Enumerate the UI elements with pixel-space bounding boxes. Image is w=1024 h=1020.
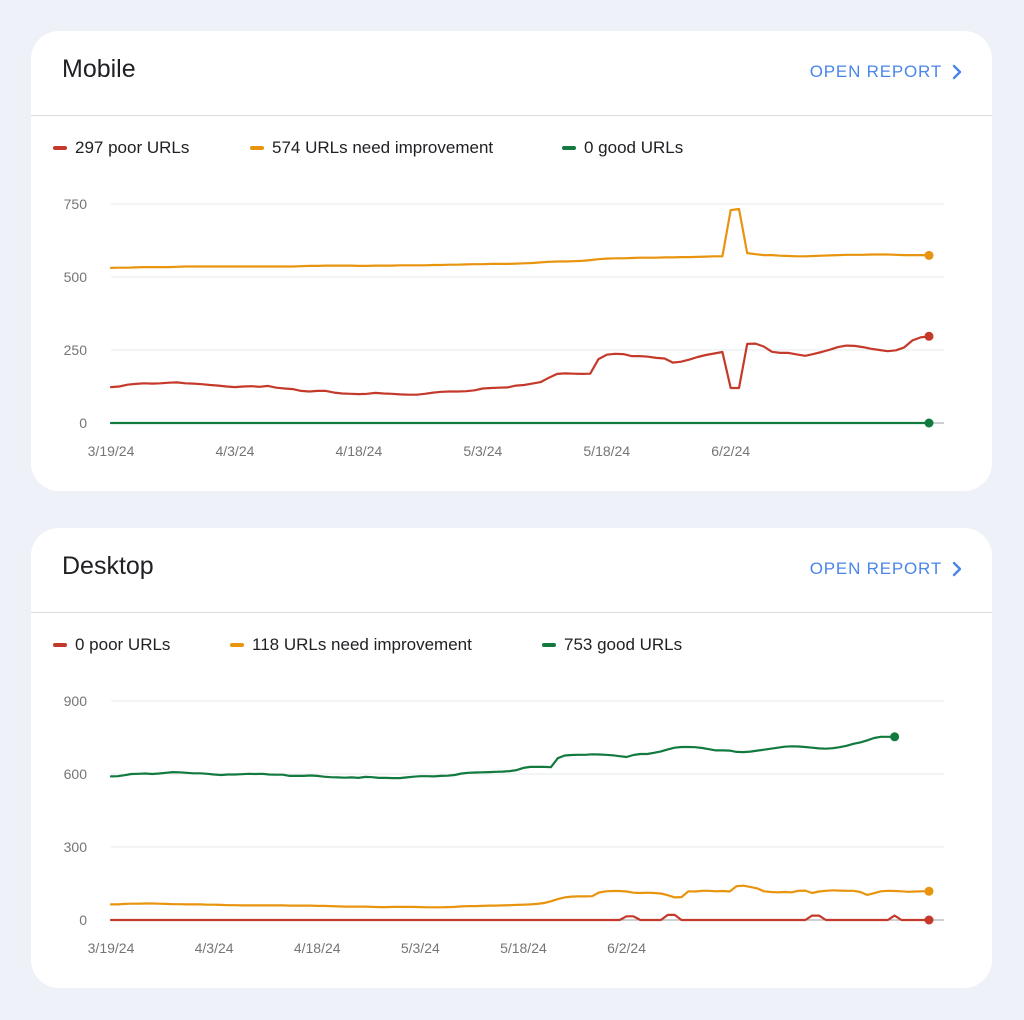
card-header: Mobile OPEN REPORT <box>31 31 992 116</box>
x-tick-label: 4/3/24 <box>215 443 254 459</box>
series-end-point[interactable] <box>890 732 900 742</box>
card-title: Mobile <box>62 55 136 83</box>
open-report-label: OPEN REPORT <box>809 559 942 578</box>
chevron-right-icon <box>952 561 962 577</box>
legend-label-poor: 297 poor URLs <box>75 138 190 157</box>
x-tick-label: 6/2/24 <box>711 443 750 459</box>
y-tick-label: 300 <box>64 839 88 855</box>
legend-label-needs-improvement: 574 URLs need improvement <box>272 138 494 157</box>
legend-swatch-needs-improvement <box>250 146 264 150</box>
x-tick-label: 4/18/24 <box>294 940 341 956</box>
legend-item-good[interactable]: 0 good URLs <box>562 138 683 158</box>
mobile-card: Mobile OPEN REPORT 297 poor URLs 574 URL… <box>31 31 992 491</box>
desktop-card: Desktop OPEN REPORT 0 poor URLs 118 URLs… <box>31 528 992 988</box>
y-tick-label: 0 <box>79 912 87 928</box>
legend-swatch-good <box>542 643 556 647</box>
legend-swatch-poor <box>53 643 67 647</box>
card-title: Desktop <box>62 552 154 580</box>
y-tick-label: 900 <box>64 693 88 709</box>
desktop-line-chart: 0 300 600 900 3/19/24 4/3/24 4/18/24 5/3/24 5/18… <box>64 693 944 956</box>
open-report-link[interactable]: OPEN REPORT <box>810 559 962 579</box>
series-line-needs-improvement[interactable] <box>109 884 931 909</box>
series-line-poor[interactable] <box>109 913 931 922</box>
x-tick-label: 5/18/24 <box>500 940 547 956</box>
x-tick-label: 3/19/24 <box>88 443 135 459</box>
series-end-point[interactable] <box>924 250 934 260</box>
x-tick-label: 4/18/24 <box>336 443 383 459</box>
series-line-good[interactable] <box>109 735 896 780</box>
series-line-needs-improvement[interactable] <box>109 207 931 270</box>
series-end-point[interactable] <box>924 886 934 896</box>
legend-label-good: 0 good URLs <box>584 138 684 157</box>
legend-label-poor: 0 poor URLs <box>75 635 171 654</box>
x-tick-label: 5/3/24 <box>401 940 440 956</box>
legend-item-poor[interactable]: 297 poor URLs <box>53 138 189 158</box>
y-tick-label: 750 <box>64 196 88 212</box>
y-tick-label: 600 <box>64 766 88 782</box>
mobile-line-chart: 0 250 500 750 3/19/24 4/3/24 4/18/24 5/3/24 5/18… <box>64 196 944 459</box>
legend-item-poor[interactable]: 0 poor URLs <box>53 635 170 655</box>
series-end-point[interactable] <box>924 331 934 341</box>
series-end-point[interactable] <box>924 915 934 925</box>
chevron-right-icon <box>952 64 962 80</box>
legend-item-needs-improvement[interactable]: 574 URLs need improvement <box>250 138 493 158</box>
legend-label-good: 753 good URLs <box>564 635 683 654</box>
x-tick-label: 6/2/24 <box>607 940 646 956</box>
open-report-link[interactable]: OPEN REPORT <box>810 62 962 82</box>
x-tick-label: 4/3/24 <box>195 940 234 956</box>
series-line-poor[interactable] <box>109 335 931 396</box>
x-tick-label: 5/18/24 <box>583 443 630 459</box>
legend-item-good[interactable]: 753 good URLs <box>542 635 682 655</box>
legend-swatch-good <box>562 146 576 150</box>
card-header: Desktop OPEN REPORT <box>31 528 992 613</box>
series-end-point[interactable] <box>924 418 934 428</box>
legend-label-needs-improvement: 118 URLs need improvement <box>252 635 472 654</box>
x-tick-label: 5/3/24 <box>463 443 502 459</box>
y-tick-label: 500 <box>64 269 88 285</box>
y-tick-label: 250 <box>64 342 88 358</box>
legend-swatch-poor <box>53 146 67 150</box>
legend-swatch-needs-improvement <box>230 643 244 647</box>
open-report-label: OPEN REPORT <box>809 62 942 81</box>
y-tick-label: 0 <box>79 415 87 431</box>
x-tick-label: 3/19/24 <box>88 940 135 956</box>
legend-item-needs-improvement[interactable]: 118 URLs need improvement <box>230 635 472 655</box>
